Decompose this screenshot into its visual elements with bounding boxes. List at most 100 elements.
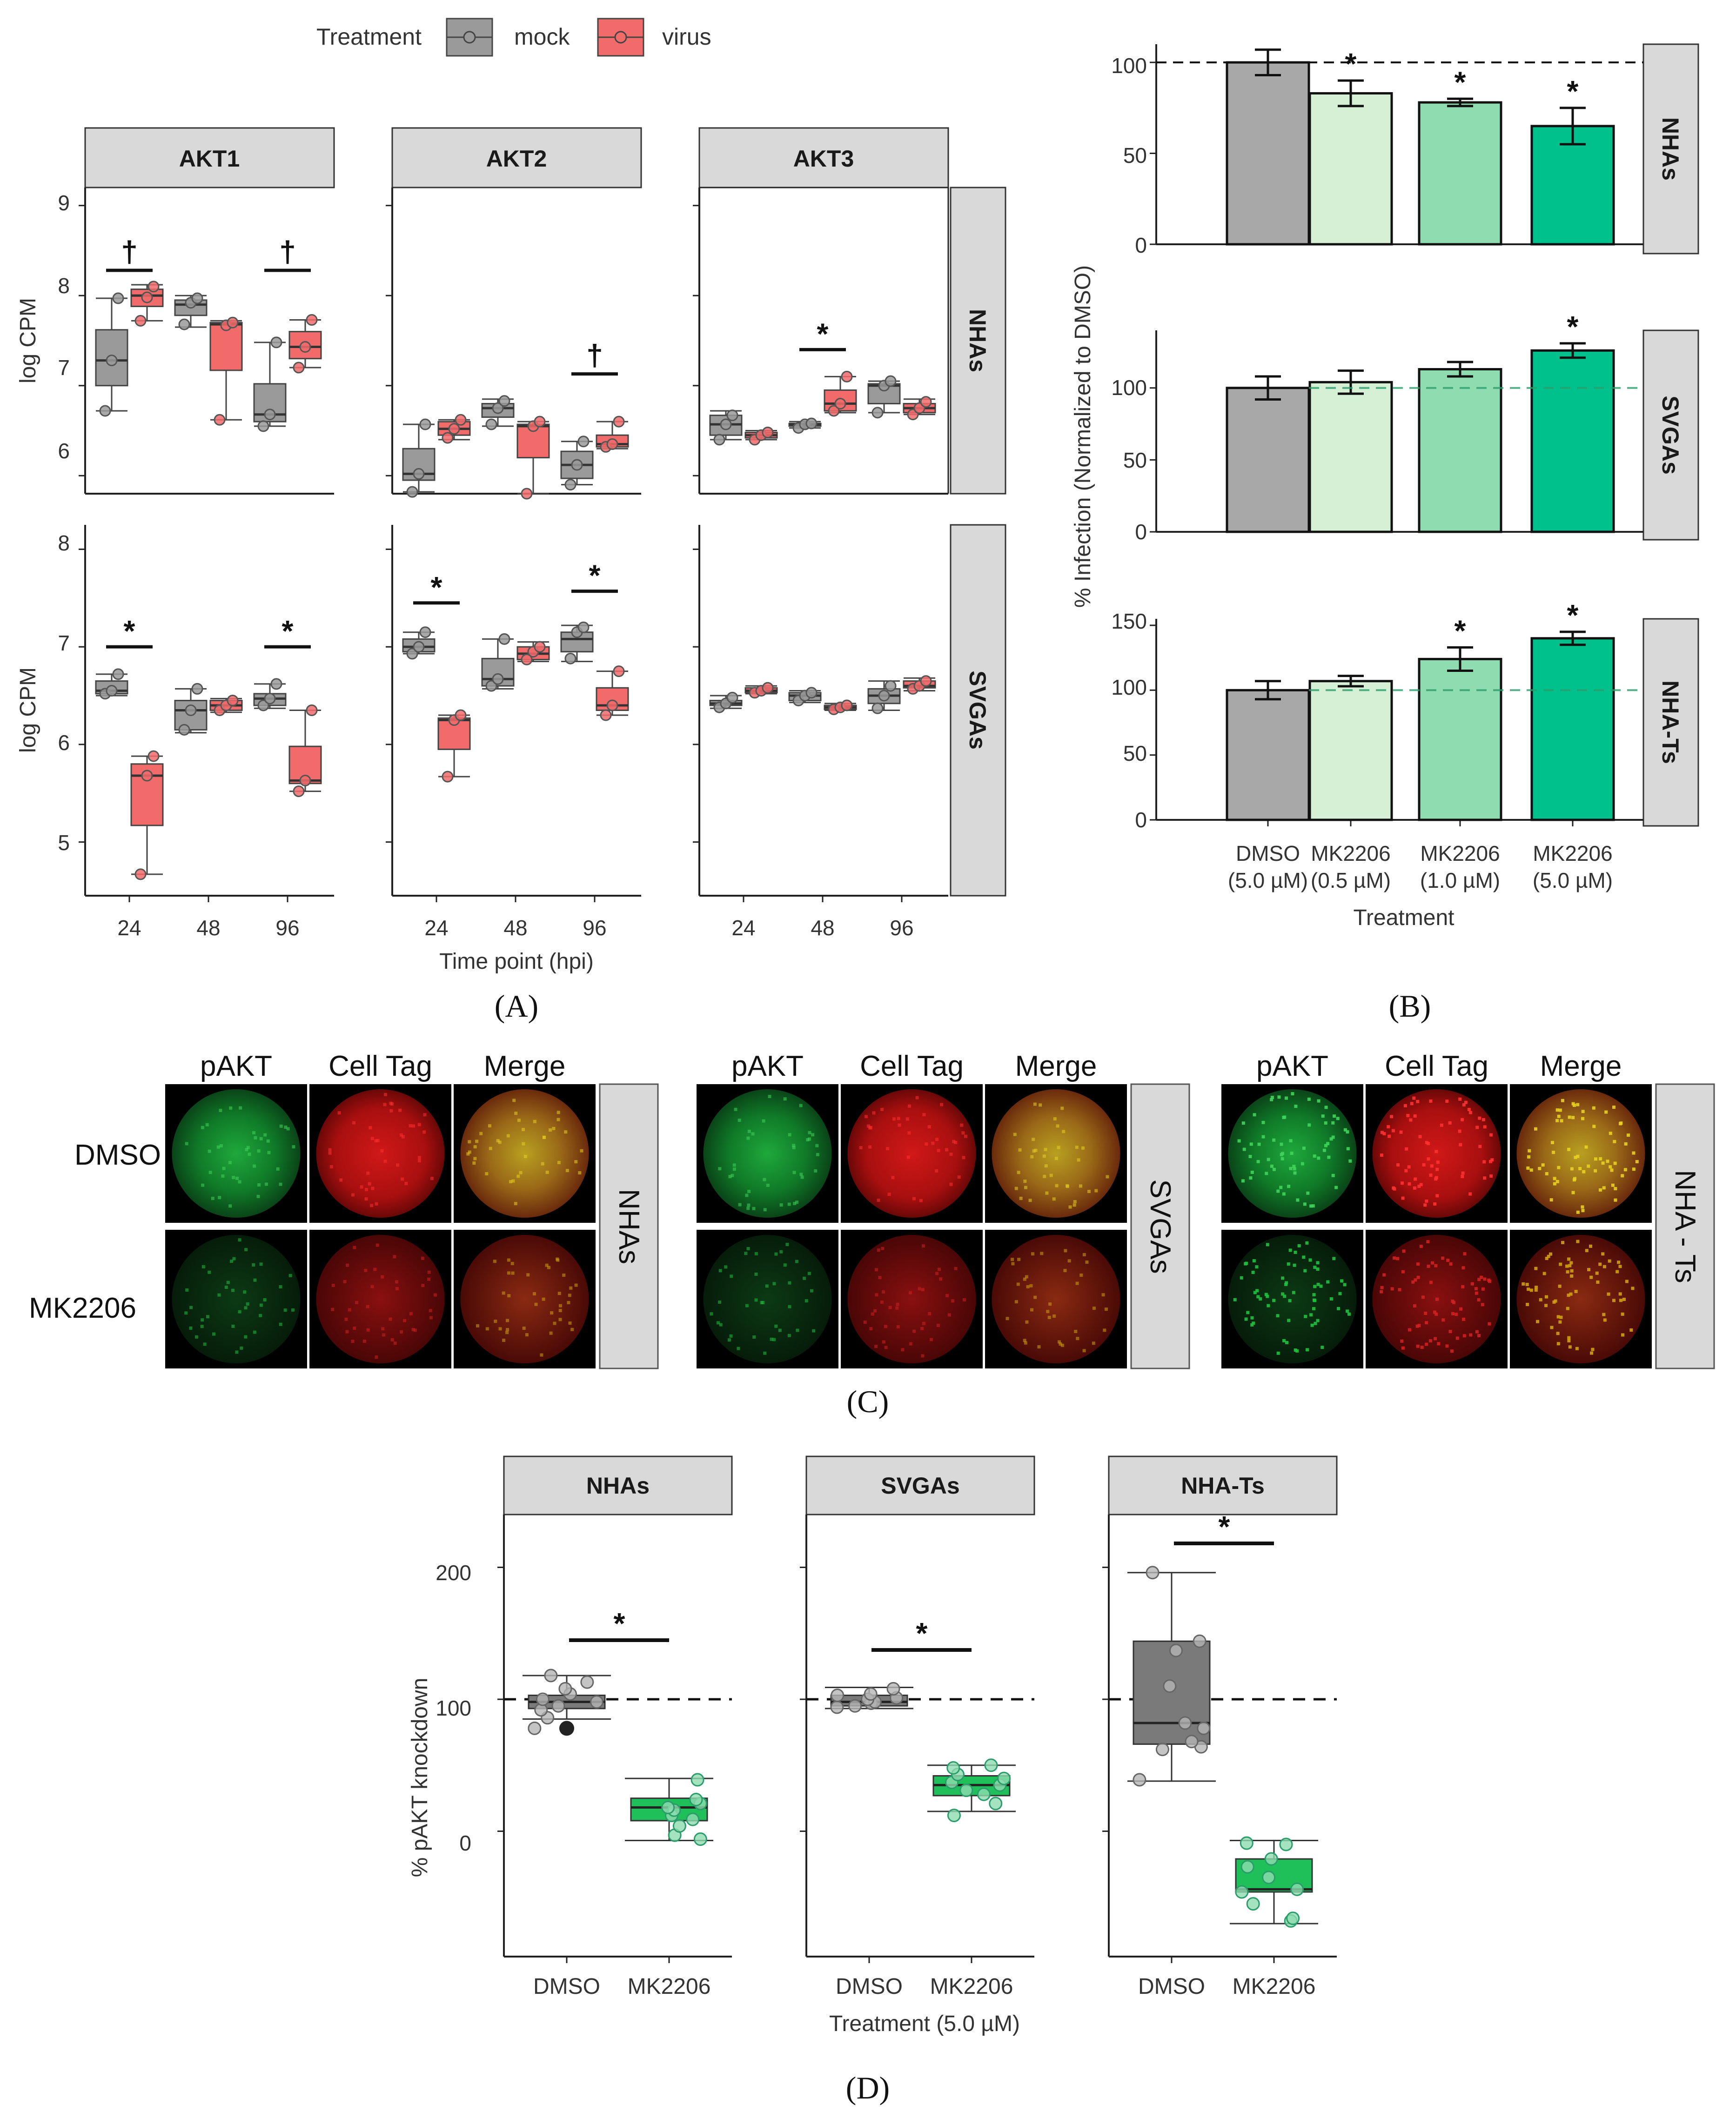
x-tick: 48: [811, 916, 834, 940]
fluorescence-speck: [1621, 1174, 1624, 1178]
well-image: [703, 1235, 832, 1363]
fluorescence-speck: [1082, 1349, 1086, 1353]
fluorescence-speck: [1327, 1155, 1331, 1159]
b-x-tick-line2: (0.5 µM): [1311, 868, 1391, 892]
fluorescence-speck: [1316, 1282, 1320, 1286]
fluorescence-speck: [1575, 1347, 1579, 1350]
fluorescence-speck: [951, 1299, 955, 1303]
box-mock: [867, 680, 901, 714]
fluorescence-speck: [868, 1145, 872, 1149]
data-point: [293, 362, 305, 374]
fluorescence-speck: [884, 1325, 887, 1328]
fluorescence-speck: [286, 1127, 290, 1131]
data-point: [577, 436, 590, 448]
fluorescence-speck: [754, 1272, 758, 1276]
box-mock: [402, 626, 436, 660]
data-point: [946, 1761, 960, 1775]
fluorescence-speck: [1094, 1189, 1098, 1193]
fluorescence-speck: [1272, 1167, 1276, 1171]
data-point: [455, 414, 467, 426]
data-point: [178, 724, 190, 736]
fluorescence-speck: [1237, 1139, 1241, 1143]
fluorescence-speck: [574, 1283, 578, 1287]
fluorescence-speck: [328, 1151, 332, 1155]
fluorescence-speck: [371, 1187, 375, 1190]
y-tick-svgas: 7: [58, 631, 70, 655]
fluorescence-speck: [574, 1160, 578, 1164]
fluorescence-speck: [939, 1277, 943, 1281]
data-point: [1193, 1634, 1206, 1648]
legend-virus-label: virus: [662, 24, 711, 50]
fluorescence-speck: [365, 1187, 369, 1191]
data-point: [885, 680, 897, 692]
fluorescence-speck: [859, 1146, 863, 1150]
fluorescence-speck: [228, 1161, 232, 1165]
fluorescence-speck: [205, 1123, 209, 1126]
fluorescence-speck: [259, 1262, 263, 1266]
fluorescence-speck: [472, 1161, 476, 1165]
fluorescence-speck: [880, 1107, 884, 1111]
fluorescence-speck: [1570, 1269, 1574, 1273]
fluorescence-speck: [710, 1312, 713, 1316]
fluorescence-speck: [880, 1300, 884, 1304]
fluorescence-speck: [762, 1119, 765, 1123]
fluorescence-speck: [1346, 1309, 1349, 1313]
fluorescence-speck: [728, 1175, 732, 1179]
fluorescence-speck: [266, 1139, 270, 1143]
fluorescence-speck: [1296, 1198, 1300, 1202]
fluorescence-speck: [238, 1238, 241, 1242]
fluorescence-speck: [1612, 1106, 1616, 1109]
data-point: [989, 1797, 1003, 1810]
fluorescence-speck: [1057, 1340, 1061, 1344]
fluorescence-speck: [514, 1202, 517, 1206]
data-point: [1133, 1773, 1146, 1787]
fluorescence-speck: [1555, 1180, 1559, 1183]
fluorescence-speck: [398, 1108, 402, 1112]
fluorescence-speck: [569, 1286, 573, 1290]
fluorescence-speck: [1033, 1295, 1037, 1299]
data-point: [551, 1699, 565, 1713]
fluorescence-speck: [353, 1246, 356, 1249]
fluorescence-speck: [1574, 1155, 1577, 1159]
fluorescence-speck: [1549, 1252, 1553, 1256]
fluorescence-speck: [962, 1298, 966, 1302]
fluorescence-speck: [1463, 1252, 1467, 1256]
fluorescence-speck: [1300, 1162, 1304, 1166]
b-x-tick-line2: (1.0 µM): [1420, 868, 1500, 892]
fluorescence-speck: [1380, 1153, 1383, 1157]
fluorescence-speck: [1435, 1194, 1439, 1198]
fluorescence-speck: [1619, 1299, 1622, 1302]
data-point: [264, 409, 276, 421]
fluorescence-speck: [368, 1182, 371, 1186]
fluorescence-speck: [1629, 1328, 1633, 1332]
fluorescence-speck: [542, 1135, 546, 1139]
fluorescence-speck: [473, 1145, 477, 1149]
fluorescence-speck: [1068, 1205, 1072, 1209]
fluorescence-speck: [1324, 1121, 1327, 1125]
strip-b-svgas-label: SVGAs: [1657, 396, 1683, 475]
fluorescence-speck: [1400, 1339, 1404, 1343]
fluorescence-speck: [1483, 1277, 1487, 1281]
bar: [1530, 125, 1615, 246]
fluorescence-speck: [1241, 1121, 1245, 1125]
fluorescence-speck: [896, 1325, 900, 1328]
fluorescence-speck: [522, 1327, 526, 1330]
column-label: pAKT: [200, 1050, 272, 1082]
fluorescence-speck: [874, 1268, 878, 1272]
well-image: [172, 1235, 301, 1363]
fluorescence-speck: [1242, 1147, 1246, 1151]
fluorescence-speck: [369, 1126, 372, 1130]
fluorescence-speck: [1039, 1103, 1042, 1107]
bar-group: [1308, 675, 1393, 821]
fluorescence-speck: [231, 1288, 235, 1292]
bar-group: [1226, 48, 1310, 246]
fluorescence-speck: [1295, 1349, 1299, 1353]
fluorescence-speck: [194, 1335, 198, 1339]
fluorescence-speck: [1255, 1265, 1259, 1269]
data-point: [492, 673, 504, 685]
fluorescence-speck: [1573, 1177, 1576, 1180]
data-point: [1235, 1885, 1249, 1899]
box-mock: [174, 683, 208, 736]
column-label: pAKT: [1256, 1050, 1328, 1082]
fluorescence-speck: [1037, 1345, 1041, 1349]
